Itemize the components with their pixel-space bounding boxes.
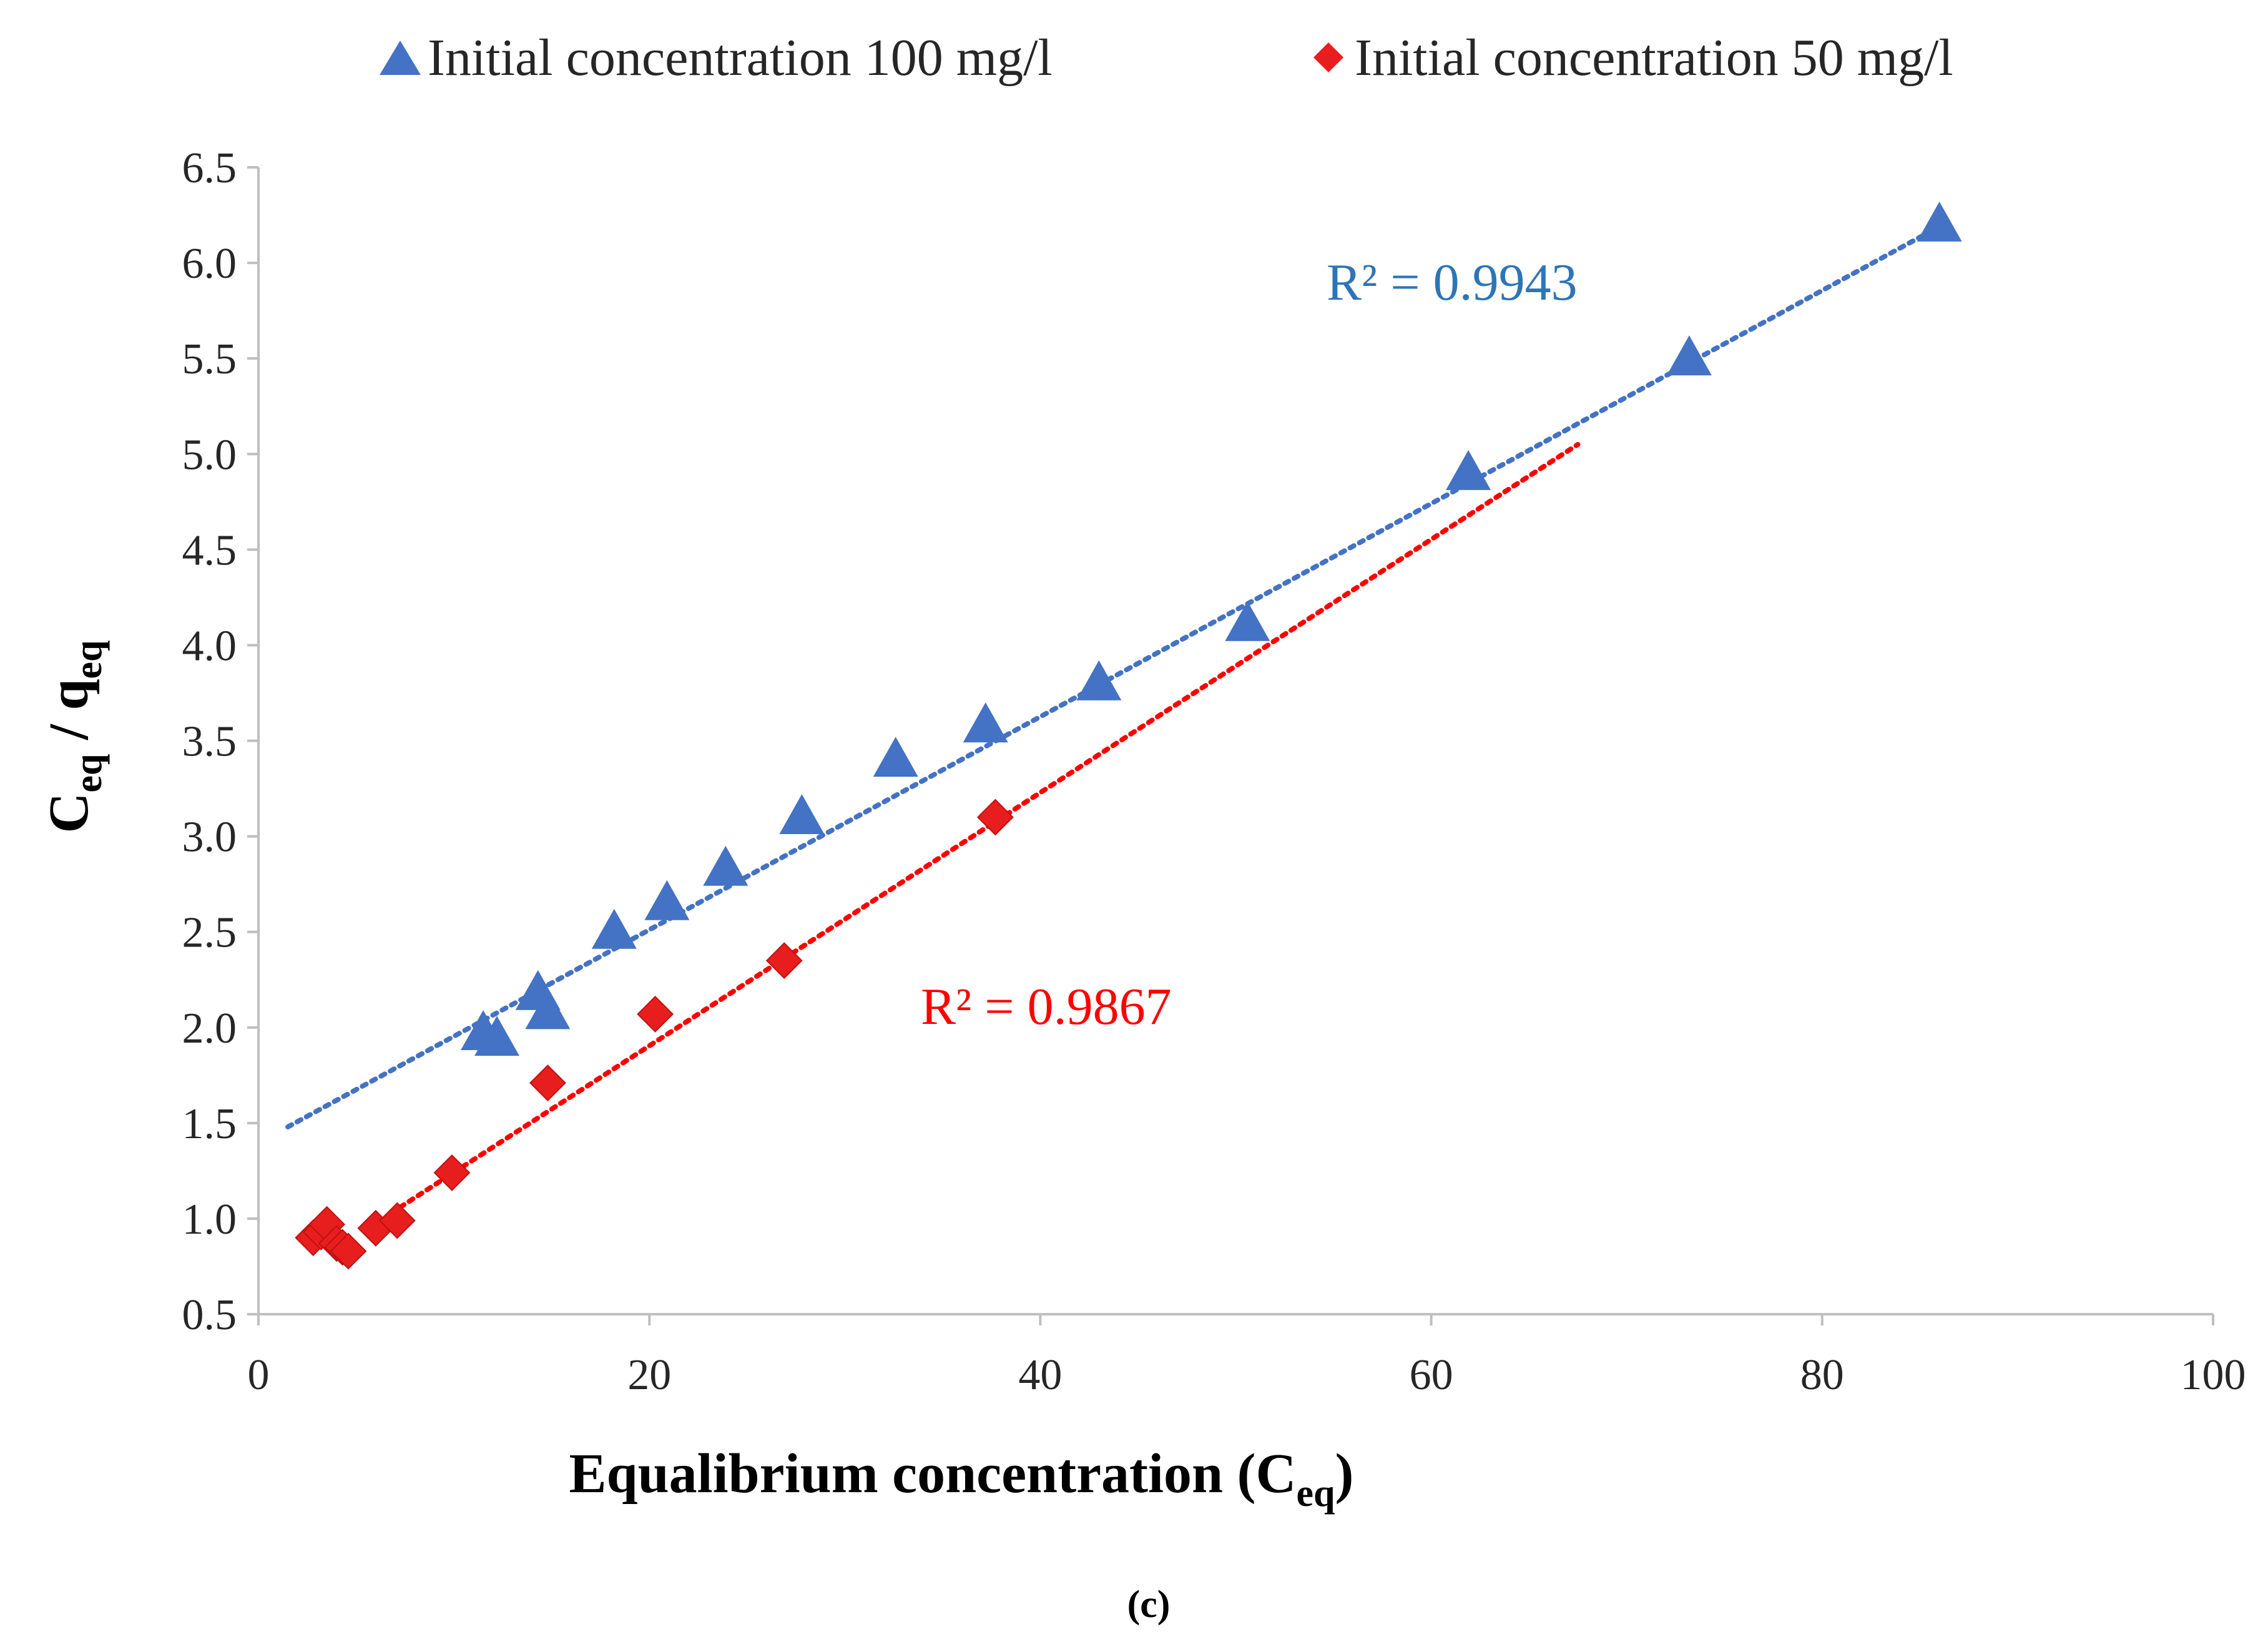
trendline-100mgl [285, 224, 1942, 1129]
point-50mgl [637, 995, 674, 1033]
y-tick-label: 6.0 [182, 240, 237, 288]
y-tick-label: 3.5 [182, 718, 237, 766]
point-50mgl [976, 799, 1014, 836]
r2-label-100mgl: R² = 0.9943 [1327, 253, 1578, 312]
y-tick-label: 2.5 [182, 909, 237, 957]
figure-caption: (c) [1127, 1583, 1171, 1626]
y-tick-label: 0.5 [182, 1291, 237, 1339]
y-tick-label: 1.0 [182, 1196, 237, 1244]
x-axis-title: Equalibrium concentration (Ceq) [569, 1443, 1353, 1515]
point-100mgl [779, 794, 825, 835]
x-tick-label: 60 [1410, 1351, 1453, 1399]
point-50mgl [433, 1154, 471, 1191]
y-tick-label: 2.0 [182, 1005, 237, 1053]
point-100mgl [703, 845, 749, 886]
x-tick-label: 100 [2181, 1351, 2246, 1399]
point-100mgl [1446, 450, 1491, 490]
y-tick-label: 3.0 [182, 814, 237, 862]
x-tick-label: 40 [1018, 1351, 1062, 1399]
legend-marker-100mgl [380, 41, 421, 75]
point-100mgl [644, 880, 690, 920]
trendline-50mgl [388, 441, 1581, 1216]
point-100mgl [873, 737, 918, 777]
y-tick-label: 5.5 [182, 335, 237, 383]
point-100mgl [591, 908, 637, 949]
trendlines [285, 224, 1942, 1216]
point-50mgl [529, 1064, 566, 1101]
x-tick-label: 0 [248, 1351, 270, 1399]
point-100mgl [1076, 660, 1122, 701]
point-100mgl [525, 989, 571, 1030]
point-100mgl [1225, 601, 1270, 641]
point-50mgl [330, 1232, 367, 1270]
y-axis-title: Ceq / qeq [38, 640, 110, 833]
x-tick-label: 20 [627, 1351, 671, 1399]
x-ticks: 0 20 40 60 80 100 [248, 1314, 2246, 1399]
point-100mgl [474, 1016, 519, 1056]
point-50mgl [765, 942, 803, 980]
point-100mgl [963, 702, 1008, 743]
legend-marker-50mgl [1313, 42, 1343, 72]
y-tick-label: 4.5 [182, 526, 237, 574]
data-points [295, 201, 1962, 1270]
y-tick-label: 1.5 [182, 1100, 237, 1148]
point-100mgl [1917, 201, 1962, 242]
y-tick-label: 5.0 [182, 431, 237, 479]
legend: Initial concentration 100 mg/l Initial c… [380, 29, 1953, 87]
point-100mgl [1666, 335, 1712, 376]
r2-label-50mgl: R² = 0.9867 [921, 978, 1172, 1036]
y-tick-label: 4.0 [182, 622, 237, 670]
point-50mgl [378, 1202, 416, 1239]
y-ticks: 0.5 1.0 1.5 2.0 2.5 3.0 3.5 4.0 4.5 5.0 5.5 6.0 6.5 [182, 144, 258, 1339]
legend-label-100mgl: Initial concentration 100 mg/l [428, 29, 1053, 87]
x-tick-label: 80 [1800, 1351, 1844, 1399]
y-tick-label: 6.5 [182, 144, 237, 192]
legend-label-50mgl: Initial concentration 50 mg/l [1355, 29, 1953, 87]
